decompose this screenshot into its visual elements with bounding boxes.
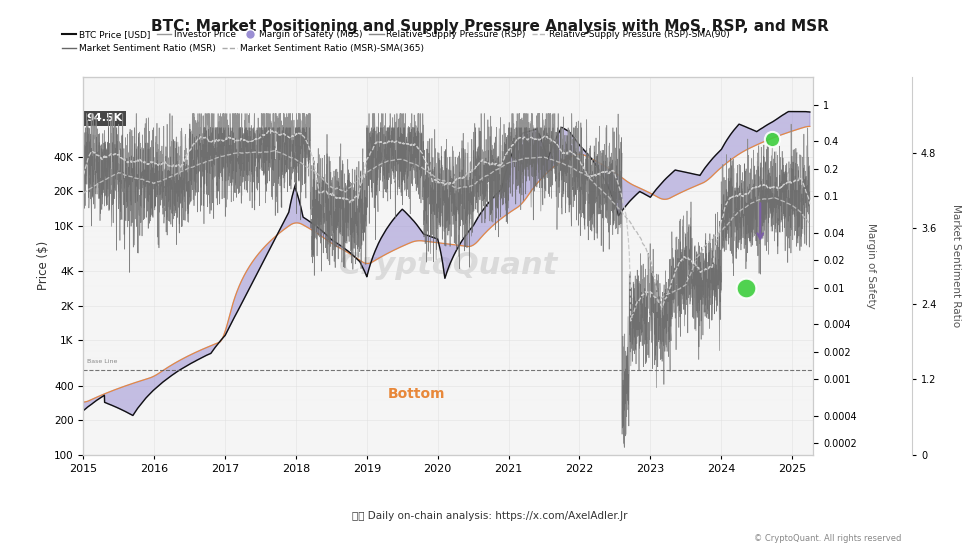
Text: Base Line: Base Line <box>87 359 118 364</box>
Y-axis label: Margin of Safety: Margin of Safety <box>866 223 876 309</box>
Text: BTC: Market Positioning and Supply Pressure Analysis with MoS, RSP, and MSR: BTC: Market Positioning and Supply Press… <box>151 19 829 34</box>
Legend: BTC Price [USD], Investor Price, Margin of Safety (MoS), Relative Supply Pressur: BTC Price [USD], Investor Price, Margin … <box>59 26 734 43</box>
Text: CryptoQuant: CryptoQuant <box>339 251 558 280</box>
Point <box>764 135 780 144</box>
Text: Bottom: Bottom <box>388 387 446 401</box>
Legend: Market Sentiment Ratio (MSR), Market Sentiment Ratio (MSR)-SMA(365): Market Sentiment Ratio (MSR), Market Sen… <box>59 40 427 57</box>
Text: 94.5K: 94.5K <box>87 114 122 123</box>
Text: 💎🙌 Daily on-chain analysis: https://x.com/AxelAdler.Jr: 💎🙌 Daily on-chain analysis: https://x.co… <box>352 511 628 521</box>
Y-axis label: Market Sentiment Ratio: Market Sentiment Ratio <box>952 204 961 327</box>
Text: © CryptoQuant. All rights reserved: © CryptoQuant. All rights reserved <box>755 534 902 543</box>
Point <box>738 283 754 292</box>
Y-axis label: Price ($): Price ($) <box>36 241 50 290</box>
